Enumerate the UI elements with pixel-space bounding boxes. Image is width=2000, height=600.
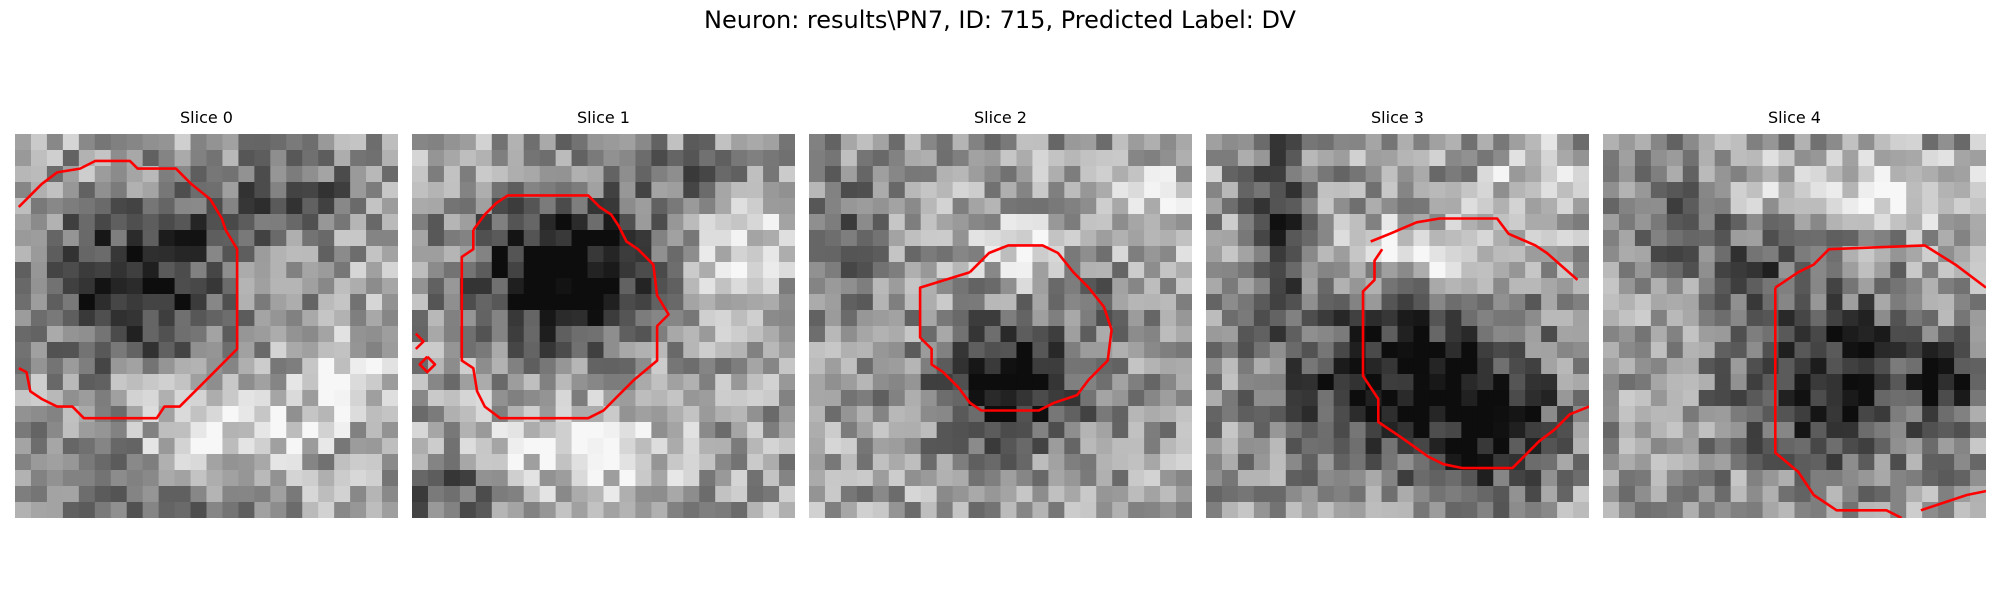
slice-panel-1: Slice 1 <box>412 108 795 518</box>
slice-title: Slice 2 <box>974 108 1027 127</box>
segmentation-contour <box>414 332 425 350</box>
segmentation-contour <box>17 159 239 420</box>
slice-image-2 <box>809 134 1192 518</box>
segmentation-contour <box>918 244 1113 412</box>
slice-image-4 <box>1603 134 1986 518</box>
segmentation-contour <box>1361 248 1589 470</box>
slice-panel-2: Slice 2 <box>809 108 1192 518</box>
slice-panel-0: Slice 0 <box>15 108 398 518</box>
slice-panel-4: Slice 4 <box>1603 108 1986 518</box>
segmentation-contour <box>1774 244 1986 289</box>
pixel-grid <box>1206 134 1589 518</box>
slice-image-0 <box>15 134 398 518</box>
segmentation-contour <box>1774 287 1903 518</box>
slice-title: Slice 0 <box>180 108 233 127</box>
slice-title: Slice 3 <box>1371 108 1424 127</box>
segmentation-contour <box>1920 489 1986 512</box>
pixel-grid <box>1603 134 1986 518</box>
segmentation-contour <box>418 355 437 374</box>
slice-title: Slice 1 <box>577 108 630 127</box>
pixel-grid <box>412 134 795 518</box>
slice-title: Slice 4 <box>1768 108 1821 127</box>
slice-image-1 <box>412 134 795 518</box>
pixel-grid <box>809 134 1192 518</box>
segmentation-contour <box>1370 217 1579 281</box>
slice-panel-3: Slice 3 <box>1206 108 1589 518</box>
slice-image-3 <box>1206 134 1589 518</box>
figure-title: Neuron: results\PN7, ID: 715, Predicted … <box>704 6 1296 34</box>
pixel-grid <box>15 134 398 518</box>
segmentation-contour <box>460 194 670 420</box>
